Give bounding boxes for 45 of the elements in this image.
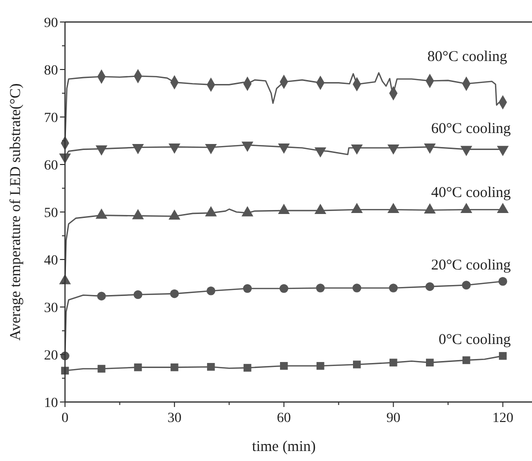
point — [388, 284, 398, 292]
y-tick-label: 60 — [44, 158, 58, 174]
x-tick-label: 0 — [62, 411, 68, 426]
x-tick-label: 120 — [492, 411, 514, 426]
point — [134, 290, 142, 300]
y-tick-label: 90 — [44, 16, 58, 31]
x-axis-title: time (min) — [252, 439, 316, 455]
point — [316, 284, 325, 292]
point — [280, 362, 288, 370]
y-axis-title: Average temperature of LED substrate(°C) — [8, 83, 24, 341]
annotation: 40°C cooling — [431, 185, 512, 202]
y-tick-label: 70 — [44, 110, 58, 126]
point — [462, 280, 471, 290]
point — [207, 362, 215, 371]
point — [425, 282, 434, 291]
point — [498, 352, 507, 360]
point — [389, 358, 398, 366]
annotation: 20°C cooling — [431, 257, 512, 274]
point — [134, 363, 142, 372]
annotation: 0°C cooling — [438, 332, 512, 348]
point — [97, 292, 106, 300]
y-tick-label: 30 — [44, 300, 58, 316]
point — [426, 358, 434, 366]
x-tick-label: 90 — [386, 411, 400, 426]
point — [498, 276, 508, 286]
point — [280, 284, 288, 293]
y-tick-label: 80 — [44, 63, 58, 78]
point — [206, 286, 216, 296]
y-tick-label: 50 — [44, 206, 58, 221]
point — [243, 284, 252, 293]
point — [316, 362, 324, 370]
point — [353, 360, 361, 368]
point — [170, 363, 178, 372]
point — [352, 284, 362, 292]
annotation: 60°C cooling — [431, 121, 512, 138]
point — [98, 364, 106, 373]
y-tick-label: 20 — [44, 348, 58, 364]
y-tick-label: 10 — [44, 396, 58, 411]
point — [170, 289, 179, 298]
x-tick-label: 60 — [276, 411, 291, 426]
annotation: 80°C cooling — [427, 48, 508, 65]
y-tick-label: 40 — [44, 253, 58, 268]
point — [462, 356, 470, 364]
point — [244, 364, 252, 372]
x-tick-label: 30 — [167, 411, 182, 426]
